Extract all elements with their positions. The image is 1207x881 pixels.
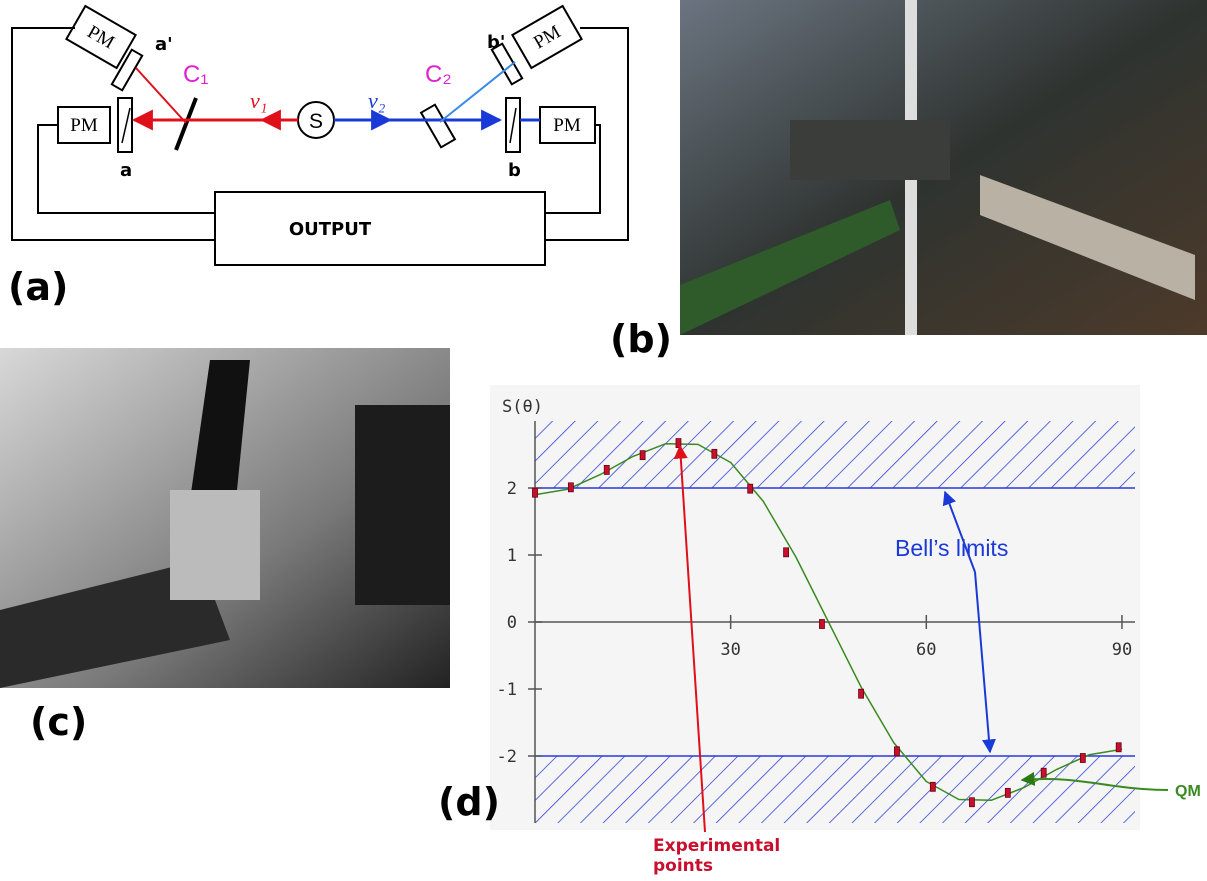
data-point bbox=[1116, 743, 1121, 752]
photo-c bbox=[0, 348, 450, 688]
panel-label: (c) bbox=[30, 700, 87, 744]
source-label: S bbox=[309, 110, 323, 133]
data-point bbox=[894, 747, 899, 756]
photo-detail bbox=[355, 405, 450, 605]
wire bbox=[12, 28, 215, 240]
output-label: OUTPUT bbox=[289, 219, 372, 240]
data-point bbox=[568, 483, 573, 492]
data-point bbox=[819, 620, 824, 629]
data-point bbox=[859, 689, 864, 698]
pm-label: PM bbox=[530, 21, 564, 53]
polarizer bbox=[118, 98, 132, 152]
data-point bbox=[712, 449, 717, 458]
pm-label: PM bbox=[84, 21, 118, 53]
forbidden-region bbox=[535, 756, 1135, 823]
data-point bbox=[1041, 768, 1046, 777]
channel-label: C₁ bbox=[183, 61, 208, 88]
y-tick-label: 1 bbox=[507, 546, 517, 566]
y-tick-label: 2 bbox=[507, 479, 517, 499]
figure: PM PM PM PM a' a b' b C₁ C₂ S ν₁ ν₂ OUTP… bbox=[0, 0, 1207, 881]
channel-c2 bbox=[421, 105, 455, 148]
photo-b bbox=[680, 0, 1207, 335]
photon-label: ν₂ bbox=[368, 88, 386, 113]
data-point bbox=[1005, 788, 1010, 797]
polarizer-axis bbox=[510, 108, 516, 143]
output-box bbox=[215, 192, 545, 265]
data-point bbox=[969, 798, 974, 807]
data-point bbox=[748, 484, 753, 493]
channel-label: C₂ bbox=[425, 61, 452, 88]
data-point bbox=[640, 451, 645, 460]
photon-label: ν₁ bbox=[250, 88, 267, 113]
pm-label: PM bbox=[70, 115, 98, 136]
x-tick-label: 30 bbox=[720, 640, 740, 660]
page: PM PM PM PM a' a b' b C₁ C₂ S ν₁ ν₂ OUTP… bbox=[0, 0, 1207, 881]
polarizer-axis bbox=[122, 108, 130, 143]
y-tick-label: -1 bbox=[497, 680, 517, 700]
polarizer-label: b bbox=[508, 160, 521, 181]
panel-label: (b) bbox=[610, 317, 672, 361]
data-point bbox=[784, 548, 789, 557]
data-point bbox=[1080, 754, 1085, 763]
polarizer-label: b' bbox=[487, 32, 505, 53]
channel-c1 bbox=[176, 98, 196, 150]
x-tick-label: 60 bbox=[916, 640, 936, 660]
annotation: QM bbox=[1175, 783, 1201, 800]
panel-label: (d) bbox=[438, 780, 500, 824]
wire bbox=[545, 125, 600, 213]
beam bbox=[136, 68, 186, 123]
photo-detail bbox=[170, 490, 260, 600]
pm-label: PM bbox=[553, 115, 581, 136]
photo-detail bbox=[790, 120, 950, 180]
y-tick-label: 0 bbox=[507, 613, 517, 633]
annotation: Bell’s limits bbox=[895, 535, 1008, 561]
data-point bbox=[533, 488, 538, 497]
forbidden-region bbox=[535, 421, 1135, 488]
polarizer-label: a bbox=[120, 160, 132, 181]
y-axis-label: S(θ) bbox=[502, 397, 543, 417]
data-point bbox=[930, 782, 935, 791]
x-tick-label: 90 bbox=[1112, 640, 1132, 660]
y-tick-label: -2 bbox=[497, 747, 517, 767]
annotation: Experimental points bbox=[653, 836, 813, 876]
polarizer-label: a' bbox=[155, 34, 173, 55]
data-point bbox=[604, 465, 609, 474]
panel-label: (a) bbox=[8, 265, 68, 309]
